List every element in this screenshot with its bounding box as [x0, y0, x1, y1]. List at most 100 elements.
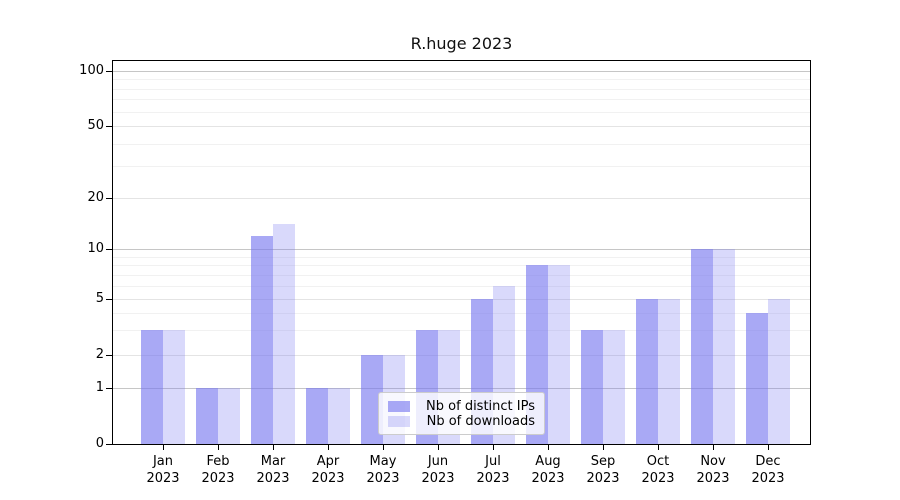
x-axis-tick-label: Dec 2023 [740, 453, 796, 487]
x-axis-label-month: Jul [485, 454, 501, 469]
x-axis-label-year: 2023 [256, 471, 290, 486]
x-axis-label-month: Jan [152, 454, 174, 469]
x-axis-label-year: 2023 [586, 471, 620, 486]
legend-label: Nb of downloads [426, 414, 535, 429]
y-axis-tick [106, 299, 113, 301]
x-axis-tick-label: Apr 2023 [300, 453, 356, 487]
y-axis-tick-label: 20 [87, 190, 104, 205]
x-axis-tick-label: Sep 2023 [575, 453, 631, 487]
x-axis-label-year: 2023 [201, 471, 235, 486]
x-axis-tick [713, 444, 715, 450]
x-axis-tick [383, 444, 385, 450]
legend-row: Nb of distinct IPs [388, 399, 535, 414]
bar-ips-oct-2023 [636, 299, 658, 444]
grid-line-minor [113, 79, 810, 81]
x-axis-tick [218, 444, 220, 450]
x-axis-tick [163, 444, 165, 450]
y-axis-tick-label: 1 [95, 380, 104, 395]
y-axis-tick [106, 71, 113, 73]
plot-area: Nb of distinct IPs Nb of downloads [113, 61, 810, 444]
y-axis-tick-label: 100 [79, 63, 104, 78]
x-axis-label-year: 2023 [641, 471, 675, 486]
x-axis-label-year: 2023 [751, 471, 785, 486]
chart-title: R.huge 2023 [410, 34, 513, 53]
grid-line-minor [113, 256, 810, 258]
bar-downloads-feb-2023 [218, 388, 240, 444]
x-axis-label-year: 2023 [366, 471, 400, 486]
grid-line-minor [113, 274, 810, 276]
bar-downloads-oct-2023 [658, 299, 680, 444]
bar-ips-jan-2023 [141, 330, 163, 444]
legend: Nb of distinct IPs Nb of downloads [378, 392, 545, 435]
y-axis-tick [106, 198, 113, 200]
bar-ips-may-2023 [361, 355, 383, 444]
x-axis-label-year: 2023 [476, 471, 510, 486]
x-axis-tick [273, 444, 275, 450]
bar-downloads-dec-2023 [768, 299, 790, 444]
x-axis-tick-label: Aug 2023 [520, 453, 576, 487]
bar-ips-apr-2023 [306, 388, 328, 444]
bar-ips-nov-2023 [691, 249, 713, 444]
y-axis-tick [106, 444, 113, 446]
y-axis-tick-label: 50 [87, 118, 104, 133]
x-axis-tick-label: Oct 2023 [630, 453, 686, 487]
x-axis-label-month: Apr [316, 454, 340, 469]
x-axis-label-month: Oct [646, 454, 670, 469]
grid-line [113, 299, 810, 300]
grid-line-minor [113, 330, 810, 332]
x-axis-label-month: Jun [427, 454, 449, 469]
grid-line-major [113, 388, 810, 389]
bar-downloads-aug-2023 [548, 265, 570, 444]
y-axis-tick-label: 2 [95, 347, 104, 362]
x-axis-label-month: Aug [535, 454, 561, 469]
x-axis-tick-label: Feb 2023 [190, 453, 246, 487]
x-axis-tick-label: Mar 2023 [245, 453, 301, 487]
bar-ips-feb-2023 [196, 388, 218, 444]
x-axis-label-month: Sep [590, 454, 616, 469]
x-axis-label-year: 2023 [531, 471, 565, 486]
grid-line-major [113, 249, 810, 250]
x-axis-tick [603, 444, 605, 450]
legend-swatch-distinct-ips [388, 401, 410, 412]
x-axis-tick [328, 444, 330, 450]
x-axis-label-month: Feb [206, 454, 230, 469]
grid-line-minor [113, 265, 810, 267]
y-axis-tick [106, 355, 113, 357]
x-axis-tick-label: Jul 2023 [465, 453, 521, 487]
grid-line-minor [113, 99, 810, 101]
y-axis-tick-label: 5 [95, 291, 104, 306]
bar-downloads-mar-2023 [273, 224, 295, 444]
x-axis-tick [493, 444, 495, 450]
grid-line [113, 198, 810, 199]
legend-swatch-downloads [388, 416, 410, 427]
bar-downloads-sep-2023 [603, 330, 625, 444]
x-axis-label-month: May [369, 454, 397, 469]
x-axis-label-year: 2023 [146, 471, 180, 486]
grid-line-major [113, 71, 810, 72]
grid-line-minor [113, 88, 810, 90]
x-axis-label-year: 2023 [421, 471, 455, 486]
x-axis-tick [658, 444, 660, 450]
grid-line [113, 126, 810, 127]
x-axis-tick-label: Jan 2023 [135, 453, 191, 487]
grid-line-minor [113, 285, 810, 287]
bar-ips-dec-2023 [746, 312, 768, 444]
x-axis-label-year: 2023 [311, 471, 345, 486]
grid-line-minor [113, 143, 810, 145]
x-axis-label-month: Nov [700, 454, 726, 469]
grid-line [113, 355, 810, 356]
legend-label: Nb of distinct IPs [426, 399, 535, 414]
x-axis-tick [438, 444, 440, 450]
bar-downloads-jan-2023 [163, 330, 185, 444]
grid-line-minor [113, 312, 810, 314]
x-axis-label-month: Dec [755, 454, 781, 469]
y-axis-tick-label: 0 [95, 436, 104, 451]
x-axis-tick [768, 444, 770, 450]
bar-downloads-apr-2023 [328, 388, 350, 444]
bar-ips-sep-2023 [581, 330, 603, 444]
x-axis-label-month: Mar [260, 454, 286, 469]
y-axis-tick [106, 388, 113, 390]
y-axis-tick [106, 126, 113, 128]
grid-line-minor [113, 111, 810, 113]
